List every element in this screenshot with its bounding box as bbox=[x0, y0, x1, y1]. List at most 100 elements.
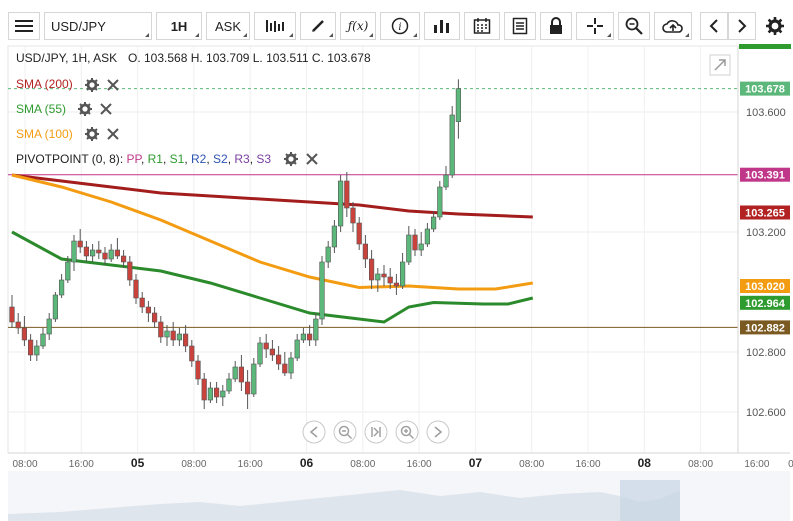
candle bbox=[282, 352, 288, 376]
pan-right-icon bbox=[434, 426, 443, 438]
candle-body bbox=[269, 348, 276, 356]
sma100-settings-gear-icon[interactable] bbox=[85, 127, 99, 141]
price-label-bg bbox=[740, 167, 790, 182]
candle-body bbox=[152, 312, 158, 323]
time-tick-label: 16:00 bbox=[744, 459, 769, 470]
top-cut-label bbox=[739, 44, 791, 49]
candle-body bbox=[9, 306, 15, 323]
candle-body bbox=[449, 114, 455, 176]
notes-icon bbox=[512, 17, 528, 35]
candle-body bbox=[189, 345, 195, 362]
dropdown-corner-icon bbox=[243, 33, 247, 37]
calendar-button[interactable] bbox=[464, 12, 500, 40]
notes-button[interactable] bbox=[504, 12, 536, 40]
timeframe-selector[interactable]: 1H bbox=[156, 12, 202, 40]
sma100-label: SMA (100) bbox=[16, 127, 73, 141]
scroll-left-button[interactable] bbox=[700, 12, 728, 40]
time-tick-label: 07 bbox=[469, 456, 483, 470]
candle bbox=[46, 313, 52, 340]
candle bbox=[275, 346, 282, 370]
chevron-left-icon bbox=[709, 19, 718, 33]
pivot-remove-close-icon[interactable] bbox=[306, 153, 318, 165]
candle-body bbox=[71, 240, 77, 263]
pivot-pp-name: PP bbox=[126, 152, 142, 166]
candle bbox=[313, 313, 319, 346]
legend: USD/JPY, 1H, ASK O. 103.568 H. 103.709 L… bbox=[16, 51, 371, 166]
bar-type-button[interactable] bbox=[254, 12, 296, 40]
lock-button[interactable] bbox=[540, 12, 572, 40]
pan-left-button[interactable] bbox=[302, 420, 326, 444]
price-labels: 103.678 103.391 103.265 103.020 102.964 102.8… bbox=[740, 81, 790, 335]
function-button[interactable]: ƒ(x) bbox=[340, 12, 376, 40]
lock-icon bbox=[550, 17, 562, 34]
candle-body bbox=[251, 363, 257, 395]
zoom-in-button[interactable] bbox=[395, 420, 419, 444]
sma200-remove-close-icon[interactable] bbox=[107, 79, 119, 91]
candle bbox=[406, 226, 412, 265]
candle-body bbox=[375, 273, 381, 281]
candle-body bbox=[381, 273, 387, 278]
candle bbox=[127, 256, 133, 286]
candle bbox=[152, 307, 158, 328]
candle bbox=[294, 334, 300, 361]
candle-body bbox=[325, 246, 331, 263]
sma55-settings-gear-icon[interactable] bbox=[78, 102, 92, 116]
reset-zoom-button[interactable] bbox=[364, 420, 388, 444]
candle-body bbox=[294, 339, 300, 359]
sma100-remove-close-icon[interactable] bbox=[107, 128, 119, 140]
time-tick-label: 05 bbox=[131, 456, 145, 470]
settings-button[interactable] bbox=[760, 12, 790, 40]
candle-body bbox=[90, 249, 96, 257]
pan-right-button[interactable] bbox=[426, 420, 450, 444]
candle bbox=[226, 373, 232, 394]
share-button[interactable] bbox=[654, 12, 692, 40]
info-button[interactable]: i bbox=[380, 12, 420, 40]
candle-body bbox=[424, 228, 431, 245]
candle bbox=[108, 244, 114, 262]
expand-button[interactable] bbox=[709, 54, 731, 76]
candle-body bbox=[158, 321, 164, 338]
indicators-button[interactable] bbox=[424, 12, 460, 40]
candle-body bbox=[58, 279, 65, 296]
gear-icon bbox=[766, 17, 784, 35]
pivot-label: PIVOTPOINT (0, 8): PP, R1, S1, R2, S2, R… bbox=[16, 152, 271, 166]
zoom-button[interactable] bbox=[618, 12, 650, 40]
crosshair-button[interactable] bbox=[576, 12, 614, 40]
candle-body bbox=[406, 234, 412, 263]
candle bbox=[121, 250, 127, 268]
menu-button[interactable] bbox=[8, 12, 40, 40]
sma200-settings-gear-icon[interactable] bbox=[85, 78, 99, 92]
crosshair-icon bbox=[587, 18, 603, 34]
scroll-right-button[interactable] bbox=[728, 12, 756, 40]
candle-body bbox=[102, 252, 108, 260]
draw-button[interactable] bbox=[300, 12, 336, 40]
timeframe-label: 1H bbox=[170, 18, 188, 34]
candle-body bbox=[443, 174, 449, 188]
dropdown-corner-icon bbox=[607, 33, 611, 37]
candle bbox=[300, 328, 307, 343]
price-label: 103.391 bbox=[740, 167, 790, 182]
candle-body bbox=[145, 306, 152, 314]
candle bbox=[337, 175, 344, 232]
zoom-out-button[interactable] bbox=[333, 420, 357, 444]
menu-icon bbox=[15, 20, 33, 32]
time-tick-label: 06 bbox=[300, 456, 314, 470]
candles bbox=[9, 79, 462, 409]
candle bbox=[207, 382, 214, 403]
candle bbox=[114, 238, 120, 259]
cloud-upload-icon bbox=[662, 20, 683, 33]
candle bbox=[238, 355, 245, 391]
zoom-icon bbox=[625, 17, 643, 35]
sma55-remove-close-icon[interactable] bbox=[100, 103, 112, 115]
candle-body bbox=[387, 276, 393, 284]
symbol-selector[interactable]: USD/JPY bbox=[44, 12, 152, 40]
navigator-window[interactable] bbox=[620, 480, 680, 521]
candle bbox=[418, 232, 424, 256]
zoom-out-icon bbox=[338, 425, 350, 437]
candle bbox=[102, 247, 108, 265]
candle-body bbox=[195, 360, 201, 380]
pivot-settings-gear-icon[interactable] bbox=[284, 152, 298, 166]
candle-body bbox=[52, 294, 58, 320]
price-type-selector[interactable]: ASK bbox=[206, 12, 250, 40]
